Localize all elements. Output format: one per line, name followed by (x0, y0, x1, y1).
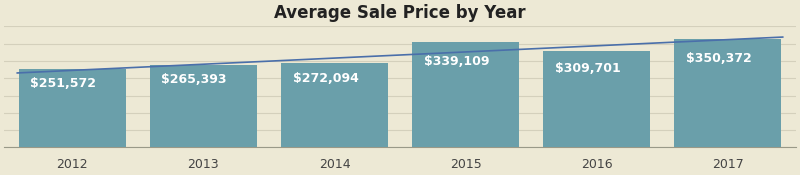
Title: Average Sale Price by Year: Average Sale Price by Year (274, 4, 526, 22)
Text: $272,094: $272,094 (293, 72, 358, 85)
Text: $265,393: $265,393 (162, 74, 227, 86)
Bar (674, 39, 782, 147)
Text: $251,572: $251,572 (30, 77, 96, 90)
Bar (18, 69, 126, 147)
Text: $350,372: $350,372 (686, 52, 751, 65)
Bar (150, 65, 257, 147)
Text: $309,701: $309,701 (554, 62, 621, 75)
Text: $339,109: $339,109 (423, 55, 489, 68)
Bar (543, 51, 650, 147)
Bar (281, 63, 388, 147)
Bar (412, 42, 519, 147)
